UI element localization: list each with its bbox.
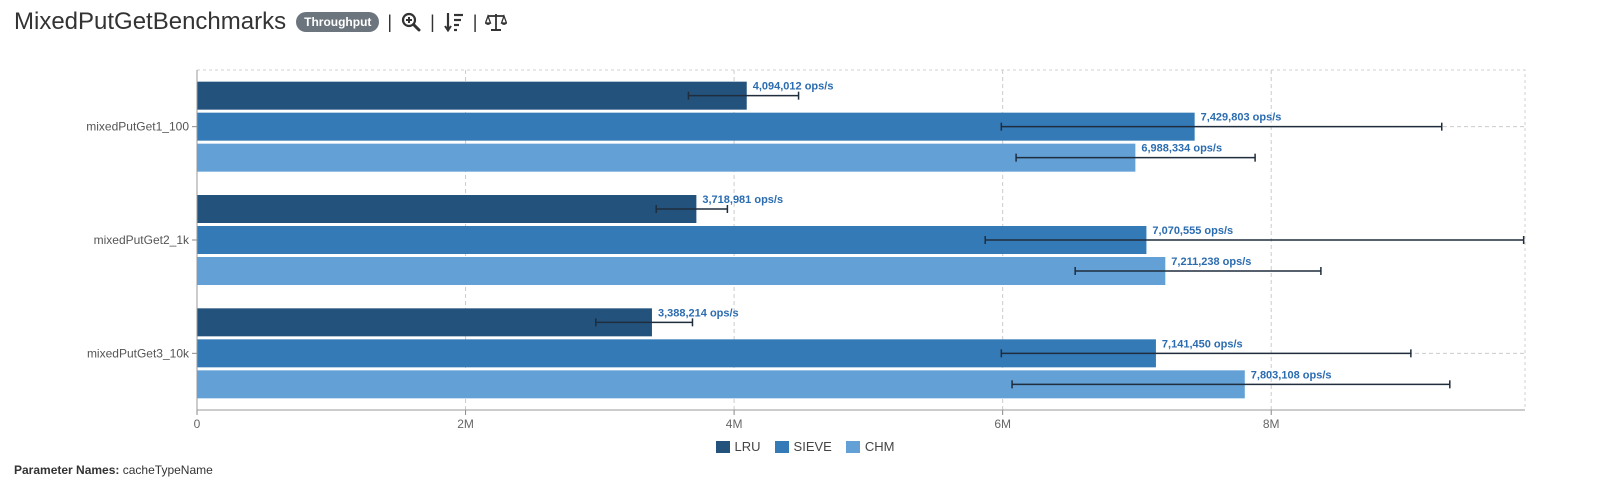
bar [197, 195, 697, 223]
bar [197, 143, 1136, 172]
data-label: 7,429,803 ops/s [1201, 112, 1282, 124]
category-label: mixedPutGet1_100 [86, 120, 189, 134]
legend-label: SIEVE [793, 439, 832, 454]
data-label: 6,988,334 ops/s [1141, 143, 1222, 155]
x-tick-label: 0 [194, 417, 201, 431]
bar [197, 308, 652, 337]
category-label: mixedPutGet3_10k [87, 346, 190, 360]
sort-icon[interactable] [443, 11, 465, 33]
separator: | [472, 11, 478, 32]
x-tick-label: 8M [1263, 417, 1280, 431]
legend-item-sieve[interactable]: SIEVE [774, 439, 832, 454]
data-label: 3,388,214 ops/s [658, 307, 739, 319]
legend-swatch [715, 440, 730, 453]
legend-item-lru[interactable]: LRU [715, 439, 761, 454]
throughput-badge[interactable]: Throughput [296, 12, 380, 32]
legend-label: LRU [734, 439, 761, 454]
chart-header: MixedPutGetBenchmarks Throughput | | | [14, 8, 508, 36]
parameter-names: Parameter Names: cacheTypeName [14, 463, 213, 477]
x-tick-label: 4M [726, 417, 743, 431]
x-tick-label: 6M [994, 417, 1011, 431]
bar [197, 339, 1156, 368]
x-tick-label: 2M [457, 417, 474, 431]
category-label: mixedPutGet2_1k [94, 233, 190, 247]
legend-label: CHM [864, 439, 895, 454]
data-label: 7,070,555 ops/s [1152, 225, 1233, 237]
data-label: 4,094,012 ops/s [753, 81, 834, 93]
bar [197, 257, 1166, 285]
bar [197, 81, 747, 110]
data-label: 3,718,981 ops/s [702, 194, 783, 206]
balance-scale-icon[interactable] [485, 11, 508, 33]
parameter-names-label: Parameter Names: [14, 463, 120, 477]
parameter-names-value: cacheTypeName [122, 463, 213, 477]
separator: | [387, 11, 393, 32]
zoom-in-icon[interactable] [400, 11, 422, 33]
chart-legend: LRU SIEVE CHM [0, 439, 1610, 454]
legend-swatch [774, 440, 789, 453]
legend-item-chm[interactable]: CHM [845, 439, 895, 454]
page-title: MixedPutGetBenchmarks [14, 8, 287, 35]
legend-swatch [845, 440, 860, 453]
data-label: 7,803,108 ops/s [1251, 369, 1332, 381]
data-label: 7,141,450 ops/s [1162, 338, 1243, 350]
data-label: 7,211,238 ops/s [1171, 256, 1251, 268]
separator: | [430, 11, 435, 32]
